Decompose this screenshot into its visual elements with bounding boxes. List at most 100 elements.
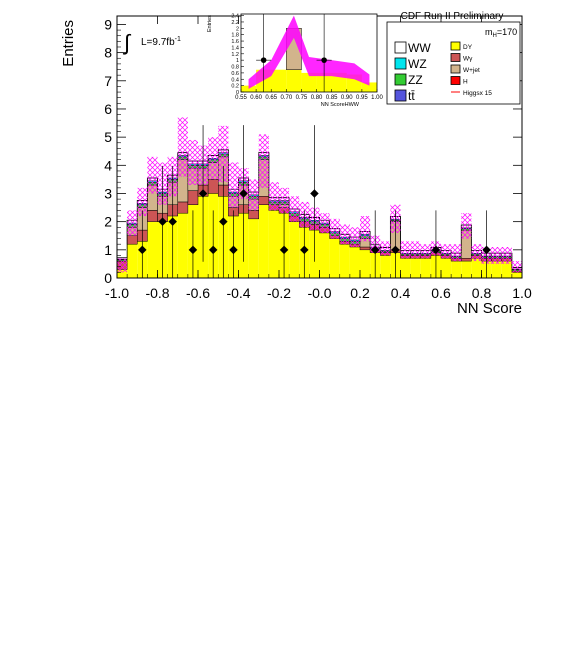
- inset-bar-dy: [286, 69, 302, 92]
- x-tick-label: 0.2: [350, 285, 370, 301]
- y-tick-label: 2: [104, 214, 112, 230]
- data-point: [370, 245, 380, 255]
- legend-swatch: [450, 41, 461, 51]
- uncertainty-band: [420, 244, 431, 259]
- y-tick-label: 4: [104, 157, 112, 173]
- x-tick-label: -0.6: [186, 285, 210, 301]
- y-tick-label: 5: [104, 129, 112, 145]
- y-axis-label: Entries: [60, 20, 77, 67]
- uncertainty-band: [349, 227, 360, 248]
- inset-bar-dy: [301, 72, 317, 92]
- uncertainty-band: [279, 187, 290, 214]
- legend-swatch: [450, 53, 461, 62]
- inset-uncertainty-band: [248, 15, 370, 89]
- inset-y-tick-label: 0.8: [231, 65, 239, 71]
- x-tick-label: 0.8: [472, 285, 492, 301]
- data-point: [279, 245, 289, 255]
- uncertainty-band: [248, 179, 259, 211]
- lumi-label: L=9.7fb: [141, 37, 175, 48]
- bar-w: [177, 201, 189, 214]
- mass-label: mH=170: [485, 27, 517, 39]
- data-point: [219, 217, 228, 226]
- x-tick-label: 1.0: [512, 285, 532, 301]
- x-tick-label: 0.4: [391, 285, 411, 301]
- legend-swatch: [450, 76, 461, 85]
- bar-dy: [339, 244, 350, 278]
- bar-dy: [248, 218, 259, 278]
- bar-w: [147, 210, 158, 222]
- integral-sign: ∫: [122, 30, 132, 55]
- uncertainty-band: [177, 117, 188, 177]
- bar-dy: [329, 238, 340, 278]
- legend-swatch: [450, 64, 461, 74]
- uncertainty-band: [360, 216, 371, 242]
- mass-subscript: H: [493, 33, 497, 39]
- inset-x-tick-label: 0.95: [356, 95, 368, 101]
- inset-y-tick-label: 2.2: [231, 20, 239, 26]
- inset-y-tick-label: 1.4: [231, 45, 239, 51]
- uncertainty-band: [461, 213, 472, 239]
- inset-y-tick-label: 0.4: [231, 77, 239, 83]
- inset-y-tick-label: 2: [236, 26, 239, 32]
- uncertainty-band: [268, 182, 279, 211]
- legend-label: tt̄: [408, 89, 415, 103]
- bar-w: [258, 196, 270, 206]
- bar-dy: [451, 261, 462, 278]
- inset-x-tick-label: 0.90: [341, 95, 353, 101]
- uncertainty-band: [501, 247, 512, 264]
- inset-x-tick-label: 0.85: [326, 95, 338, 101]
- uncertainty-band: [228, 162, 239, 208]
- inset-x-tick-label: 1.00: [371, 95, 383, 101]
- uncertainty-band: [218, 125, 229, 183]
- bar-dy: [511, 272, 522, 278]
- bar-dy: [420, 258, 431, 278]
- y-tick-label: 7: [104, 73, 112, 89]
- bar-dy: [268, 210, 279, 278]
- inset-y-tick-label: 2.4: [231, 14, 239, 20]
- inset-y-tick-label: 0.2: [231, 84, 239, 90]
- bar-dy: [117, 269, 128, 278]
- legend-label: W+jet: [463, 67, 480, 74]
- legend-label: WZ: [408, 57, 427, 71]
- uncertainty-band: [380, 241, 391, 256]
- uncertainty-band: [137, 187, 148, 217]
- data-point: [239, 189, 248, 198]
- inset-y-tick-label: 1.8: [231, 33, 239, 39]
- inset-bar-dy: [361, 82, 377, 92]
- uncertainty-band: [400, 241, 411, 259]
- bar-dy: [177, 213, 188, 278]
- inset-y-tick-label: 0: [236, 90, 239, 96]
- legend-label: DY: [463, 44, 473, 51]
- data-point: [168, 217, 177, 226]
- legend-swatch: [394, 41, 407, 54]
- x-tick-label: 0.6: [431, 285, 451, 301]
- x-tick-label: -0.0: [307, 285, 331, 301]
- uncertainty-band: [339, 224, 350, 245]
- inset-x-tick-label: 0.70: [280, 95, 292, 101]
- uncertainty-band: [471, 244, 482, 262]
- chart-title: CDF Run II Preliminary: [401, 11, 504, 22]
- data-point: [158, 217, 167, 226]
- legend-swatch: [394, 73, 407, 86]
- y-tick-label: 9: [104, 16, 112, 32]
- uncertainty-band: [319, 213, 330, 233]
- uncertainty-band: [451, 244, 462, 262]
- inset-frame: [240, 13, 378, 93]
- x-axis-label: NN Score: [457, 300, 522, 317]
- data-point: [391, 245, 400, 255]
- bar-dy: [441, 258, 452, 278]
- data-point: [482, 245, 491, 255]
- uncertainty-band: [208, 137, 219, 180]
- inset-x-axis-label: NN ScoreHWW: [321, 102, 360, 108]
- inset-y-tick-label: 1: [236, 58, 239, 64]
- inset-y-tick-label: 1.6: [231, 39, 239, 45]
- x-tick-label: -0.4: [226, 285, 250, 301]
- bar-dy: [127, 244, 138, 278]
- bar-dy: [147, 221, 158, 278]
- bar-dy: [471, 258, 482, 278]
- bar-w: [461, 258, 472, 262]
- uncertainty-band: [187, 139, 198, 186]
- uncertainty-band: [491, 247, 502, 264]
